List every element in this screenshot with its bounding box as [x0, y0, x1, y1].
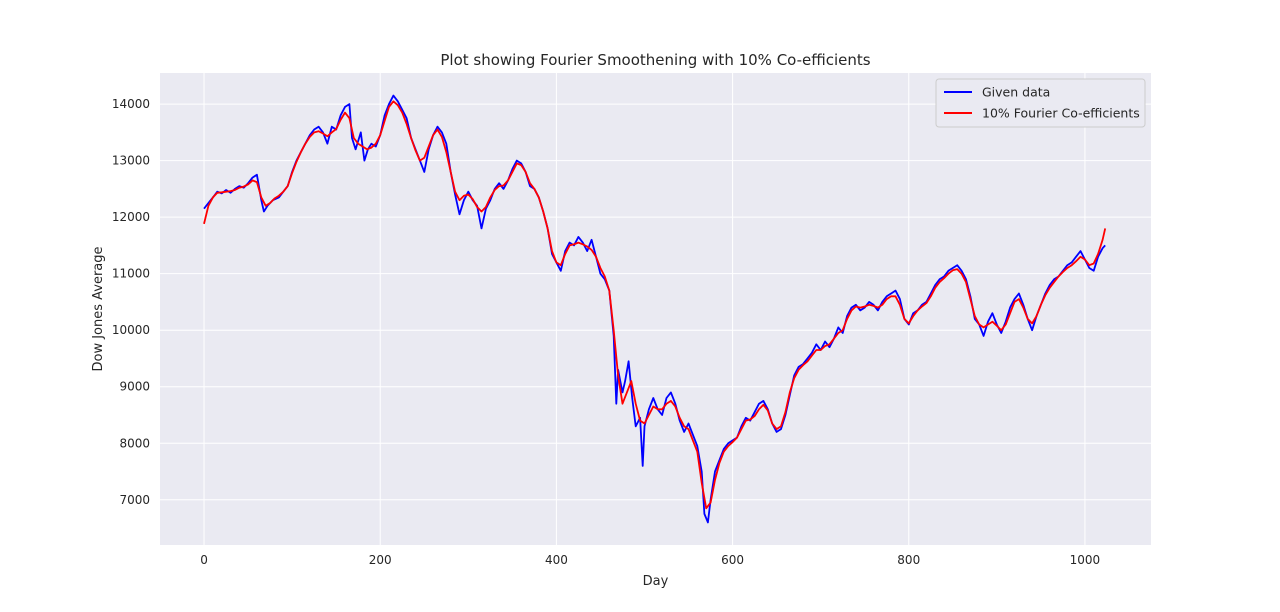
- x-tick-label: 0: [200, 553, 208, 567]
- y-tick-label: 9000: [119, 380, 150, 394]
- legend-box: [935, 78, 1146, 128]
- y-axis-label: Dow Jones Average: [91, 246, 106, 371]
- y-tick-label: 14000: [112, 97, 150, 111]
- y-tick-label: 10000: [112, 323, 150, 337]
- y-tick-label: 8000: [119, 436, 150, 450]
- y-tick-label: 11000: [112, 267, 150, 281]
- series-line-fourier: [203, 100, 1107, 510]
- plot-background: [160, 73, 1151, 545]
- legend-label-fourier: 10% Fourier Co-efficients: [982, 106, 1140, 121]
- x-tick-label: 200: [369, 553, 392, 567]
- y-tick-label: 13000: [112, 154, 150, 168]
- y-tick-label: 12000: [112, 210, 150, 224]
- x-tick-label: 600: [721, 553, 744, 567]
- legend-label-given-data: Given data: [982, 85, 1050, 100]
- chart-title: Plot showing Fourier Smoothening with 10…: [440, 51, 870, 69]
- x-tick-labels: 0 200 400 600 800 1000: [200, 553, 1100, 567]
- x-tick-label: 400: [545, 553, 568, 567]
- y-tick-label: 7000: [119, 493, 150, 507]
- x-axis-label: Day: [643, 574, 669, 589]
- y-tick-labels: 7000 8000 9000 10000 11000 12000 13000 14000: [112, 97, 150, 507]
- x-tick-label: 800: [897, 553, 920, 567]
- x-tick-label: 1000: [1070, 553, 1101, 567]
- series-layer: [203, 94, 1107, 524]
- series-line-given-data: [203, 94, 1106, 524]
- legend: Given data 10% Fourier Co-efficients: [935, 78, 1146, 128]
